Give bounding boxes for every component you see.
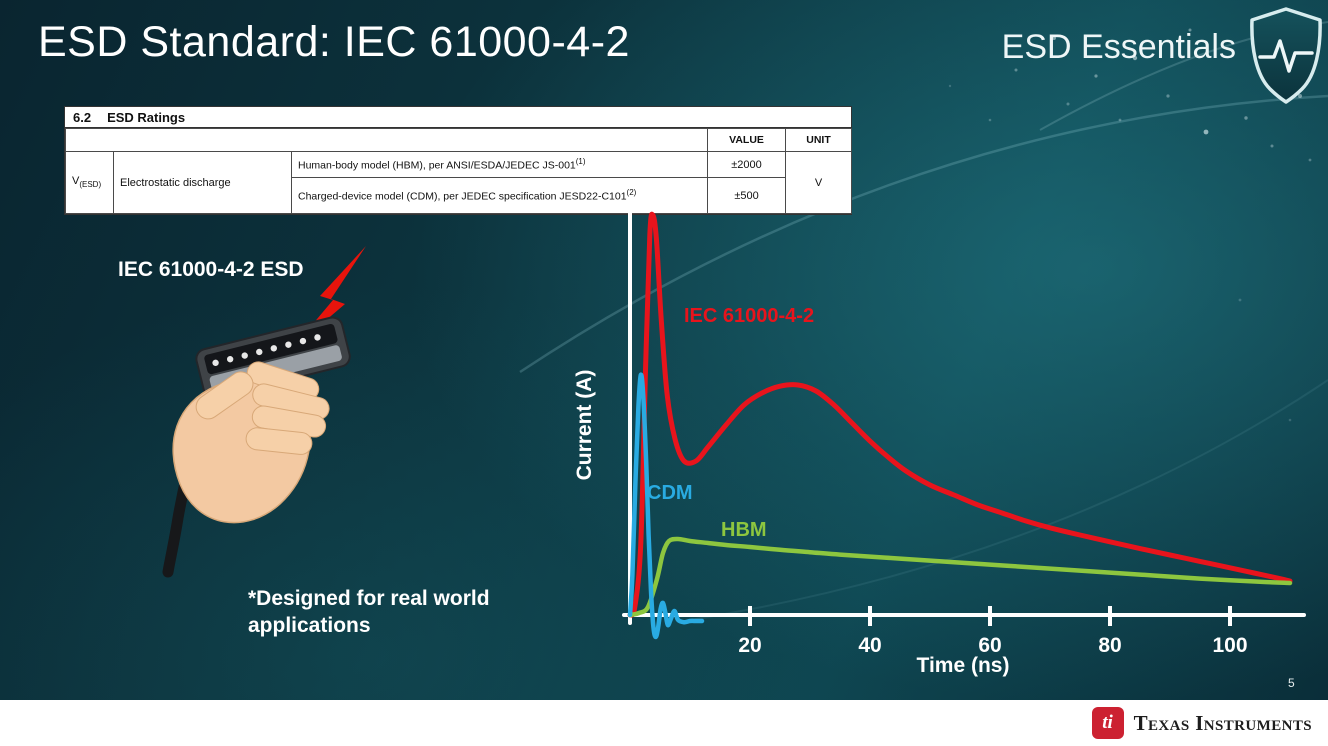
hand: [172, 361, 330, 524]
series-CDM: [627, 372, 705, 640]
section-number: 6.2: [73, 110, 92, 125]
brand-name: Texas Instruments: [1133, 710, 1312, 735]
page-number: 5: [1288, 676, 1295, 690]
footnote: *Designed for real world applications: [248, 585, 490, 640]
x-axis-label: Time (ns): [916, 654, 1010, 677]
hbm-description-cell: Human-body model (HBM), per ANSI/ESDA/JE…: [290, 151, 709, 178]
x-tick-label: 100: [1212, 634, 1247, 655]
footer-bar: ti Texas Instruments: [0, 700, 1328, 746]
table-row: Charged-device model (CDM), per JEDEC sp…: [66, 177, 852, 214]
series-HBM: [627, 536, 1293, 618]
value-column-header: VALUE: [707, 128, 787, 152]
x-tick-label: 20: [738, 634, 761, 655]
header-blank-cell: [64, 128, 709, 152]
lightning-icon: [291, 246, 366, 350]
unit-cell: V: [785, 151, 853, 214]
x-tick-label: 40: [858, 634, 881, 655]
unit-column-header: UNIT: [785, 128, 853, 152]
iec-curve-label: IEC 61000-4-2: [684, 305, 815, 327]
cdm-value-cell: ±500: [707, 177, 787, 214]
y-axis-label: Current (A): [573, 369, 596, 481]
hand-connector-illustration: [162, 246, 366, 578]
param-symbol-cell: V(ESD): [65, 151, 114, 214]
cdm-description-cell: Charged-device model (CDM), per JEDEC sp…: [290, 177, 709, 214]
slide-title: ESD Standard: IEC 61000-4-2: [38, 18, 630, 66]
footnote-line-2: applications: [248, 614, 371, 638]
series-IEC 61000-4-2: [627, 211, 1293, 618]
footnote-line-1: *Designed for real world: [248, 587, 490, 610]
param-name-cell: Electrostatic discharge: [113, 151, 292, 214]
hbm-curve-label: HBM: [721, 519, 767, 541]
esd-essentials-label: ESD Essentials: [1001, 28, 1236, 66]
section-title: ESD Ratings: [107, 110, 186, 125]
x-tick-label: 60: [978, 634, 1001, 655]
esd-ratings-table: 6.2 ESD Ratings VALUE UNIT V(ESD) Electr…: [64, 106, 853, 215]
table-row: V(ESD) Electrostatic discharge Human-bod…: [65, 151, 853, 214]
table-section-header: 6.2 ESD Ratings: [65, 107, 851, 128]
hbm-value-cell: ±2000: [707, 151, 787, 178]
shield-pulse-icon: [1250, 7, 1322, 104]
x-tick-label: 80: [1098, 634, 1121, 655]
esd-current-chart: 20 40 60 80 100: [622, 207, 1306, 655]
illustration-label: IEC 61000-4-2 ESD: [118, 258, 304, 281]
cdm-curve-label: CDM: [647, 482, 693, 504]
ratings-grid: VALUE UNIT V(ESD) Electrostatic discharg…: [64, 128, 853, 214]
ti-logo-icon: ti: [1091, 707, 1124, 739]
